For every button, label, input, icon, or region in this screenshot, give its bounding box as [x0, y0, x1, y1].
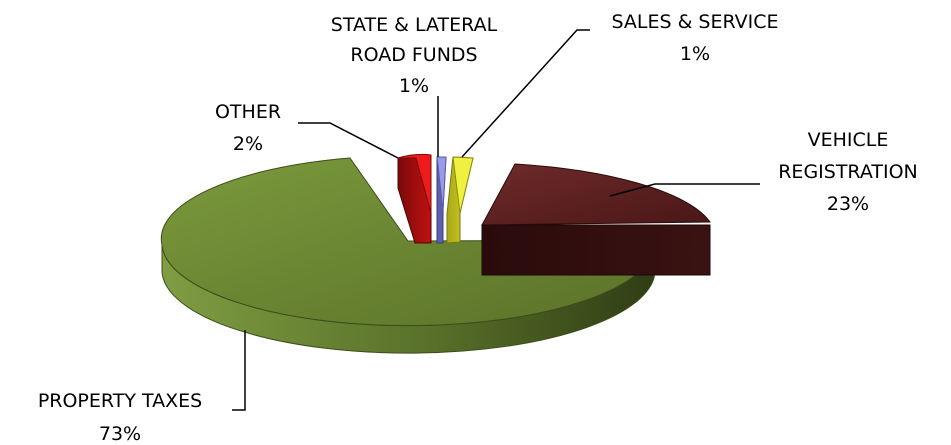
leader-line-property-taxes: [232, 330, 246, 411]
label-vehicle-registration-line1: VEHICLE: [808, 129, 889, 151]
label-vehicle-registration-percent: 23%: [827, 193, 869, 215]
leader-line-sales-service: [461, 29, 590, 158]
label-state-lateral-line1: STATE & LATERAL: [331, 14, 498, 36]
slice-other-top: [397, 153, 432, 214]
slice-other: [397, 153, 432, 244]
leader-lines: [232, 29, 760, 411]
label-vehicle-registration-line2: REGISTRATION: [778, 161, 918, 183]
label-property-taxes-percent: 73%: [99, 423, 141, 445]
label-sales-service-percent: 1%: [680, 43, 710, 65]
label-property-taxes-line1: PROPERTY TAXES: [38, 390, 202, 412]
labels: STATE & LATERAL ROAD FUNDS 1% SALES & SE…: [38, 11, 918, 445]
label-state-lateral-percent: 1%: [399, 75, 429, 97]
slice-vehicle-registration-side: [481, 224, 711, 276]
leader-line-vehicle-registration: [609, 183, 760, 197]
label-other-percent: 2%: [233, 133, 263, 155]
label-sales-service-line1: SALES & SERVICE: [611, 11, 778, 33]
slice-sales-service-top: [452, 156, 474, 214]
label-other-line1: OTHER: [215, 101, 281, 123]
label-state-lateral-line2: ROAD FUNDS: [350, 44, 477, 66]
slice-state-lateral-top: [436, 156, 447, 211]
slice-vehicle-registration-top: [481, 163, 711, 226]
slice-sales-service: [446, 156, 474, 244]
slice-vehicle-registration: [481, 163, 711, 276]
slice-state-lateral-road-funds: [436, 156, 447, 244]
slice-property-taxes-top: [160, 157, 656, 327]
leader-line-other: [298, 122, 399, 159]
